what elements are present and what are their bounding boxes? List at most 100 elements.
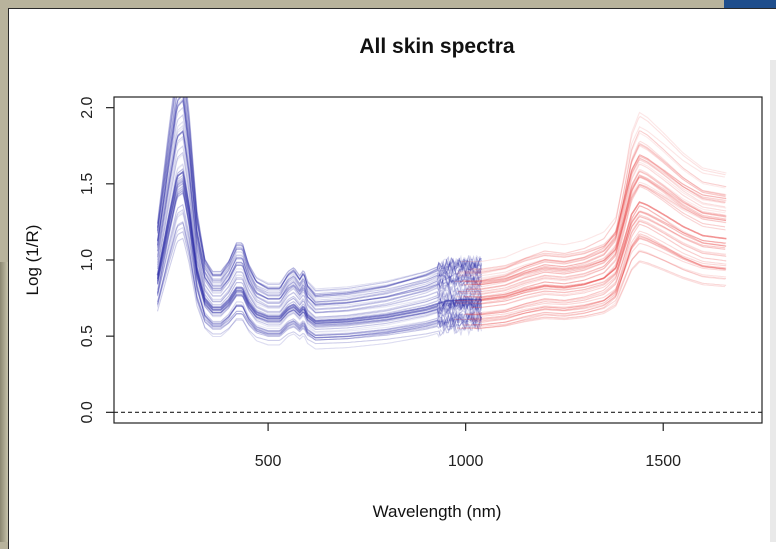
spectrum-line xyxy=(156,114,483,298)
spectrum-line xyxy=(455,169,727,298)
y-tick-label: 0.0 xyxy=(79,401,96,423)
spectrum-line xyxy=(472,205,726,308)
spectrum-line xyxy=(156,97,483,295)
spectrum-line xyxy=(156,97,483,296)
spectrum-line xyxy=(156,237,482,345)
spectrum-line xyxy=(156,180,483,326)
spectrum-line xyxy=(476,176,726,300)
spectrum-line xyxy=(156,226,482,337)
spectrum-line xyxy=(468,140,726,288)
mean-spectrum-line xyxy=(156,170,482,322)
y-tick-label: 2.0 xyxy=(79,96,96,118)
spectrum-line xyxy=(156,130,482,305)
spectrum-line xyxy=(468,220,727,316)
spectrum-line xyxy=(156,212,483,350)
spectrum-line xyxy=(156,97,482,306)
spectrum-line xyxy=(156,97,482,298)
spectrum-line xyxy=(156,167,483,333)
spectrum-line xyxy=(156,189,483,339)
spectrum-line xyxy=(476,184,726,299)
spectrum-line xyxy=(480,145,726,282)
x-axis-title: Wavelength (nm) xyxy=(373,502,502,521)
spectrum-line xyxy=(464,115,726,274)
series-swir xyxy=(454,111,727,330)
y-tick-label: 1.0 xyxy=(79,249,96,271)
spectrum-line xyxy=(156,97,482,301)
spectrum-line xyxy=(457,159,726,277)
spectrum-line xyxy=(156,97,483,303)
spectrum-line xyxy=(156,187,482,341)
figure-frame xyxy=(8,8,776,549)
spectrum-line xyxy=(462,130,727,282)
spectrum-line xyxy=(156,222,482,341)
spectrum-line xyxy=(156,177,483,323)
spectrum-line xyxy=(156,211,482,333)
spectrum-line xyxy=(156,153,482,321)
spectrum-line xyxy=(463,236,727,315)
spectrum-line xyxy=(468,251,727,320)
spectrum-line xyxy=(156,209,482,336)
series-uv-vis-nir xyxy=(156,97,483,350)
spectrum-line xyxy=(156,130,483,313)
spectrum-line xyxy=(156,145,483,318)
spectrum-line xyxy=(477,143,726,280)
spectrum-line xyxy=(475,132,726,282)
spectrum-line xyxy=(470,156,727,270)
spectrum-line xyxy=(156,137,482,308)
spectrum-line xyxy=(156,135,483,320)
spectrum-line xyxy=(156,187,482,328)
spectrum-line xyxy=(454,142,727,282)
spectrum-line xyxy=(473,219,727,314)
figure-edge xyxy=(770,60,776,542)
y-tick-label: 0.5 xyxy=(79,325,96,347)
spectrum-line xyxy=(156,100,482,310)
spectrum-line xyxy=(156,129,483,318)
spectrum-line xyxy=(459,171,727,294)
spectrum-line xyxy=(461,126,725,263)
spectrum-line xyxy=(156,185,482,324)
spectrum-line xyxy=(470,214,726,308)
spectrum-line xyxy=(156,99,483,313)
spectrum-line xyxy=(471,184,727,285)
spectrum-line xyxy=(472,154,726,284)
spectrum-line xyxy=(477,211,726,302)
spectrum-line xyxy=(474,249,726,330)
x-tick-label: 500 xyxy=(255,453,282,470)
spectrum-line xyxy=(457,175,727,293)
spectrum-line xyxy=(156,120,482,305)
background-strip xyxy=(0,262,8,542)
spectrum-line xyxy=(456,111,727,275)
spectrum-line xyxy=(476,260,727,327)
spectrum-line xyxy=(156,131,482,314)
spectrum-line xyxy=(156,127,482,292)
spectrum-line xyxy=(156,97,483,306)
spectrum-line xyxy=(156,182,483,324)
spectrum-line xyxy=(156,203,483,337)
spectrum-line xyxy=(464,157,727,272)
spectrum-line xyxy=(466,157,726,290)
spectrum-line xyxy=(156,97,482,304)
chart-title: All skin spectra xyxy=(359,35,515,58)
spectrum-line xyxy=(156,179,483,330)
spectrum-line xyxy=(156,220,483,338)
spectrum-line xyxy=(464,174,727,286)
spectrum-line xyxy=(471,238,727,322)
spectrum-line xyxy=(156,192,483,339)
x-tick-label: 1000 xyxy=(448,453,484,470)
spectrum-line xyxy=(473,250,727,326)
spectrum-line xyxy=(156,97,482,297)
spectrum-line xyxy=(477,211,727,305)
spectrum-line xyxy=(464,235,725,326)
spectrum-line xyxy=(156,180,483,324)
spectrum-line xyxy=(462,234,727,326)
spectrum-line xyxy=(156,176,482,325)
y-tick-label: 1.5 xyxy=(79,173,96,195)
spectrum-line xyxy=(470,237,727,319)
spectrum-line xyxy=(478,170,726,285)
spectrum-line xyxy=(156,168,483,325)
spectrum-line xyxy=(156,99,482,311)
spectrum-line xyxy=(156,190,482,326)
spectrum-line xyxy=(156,191,482,326)
spectrum-line xyxy=(472,216,726,305)
